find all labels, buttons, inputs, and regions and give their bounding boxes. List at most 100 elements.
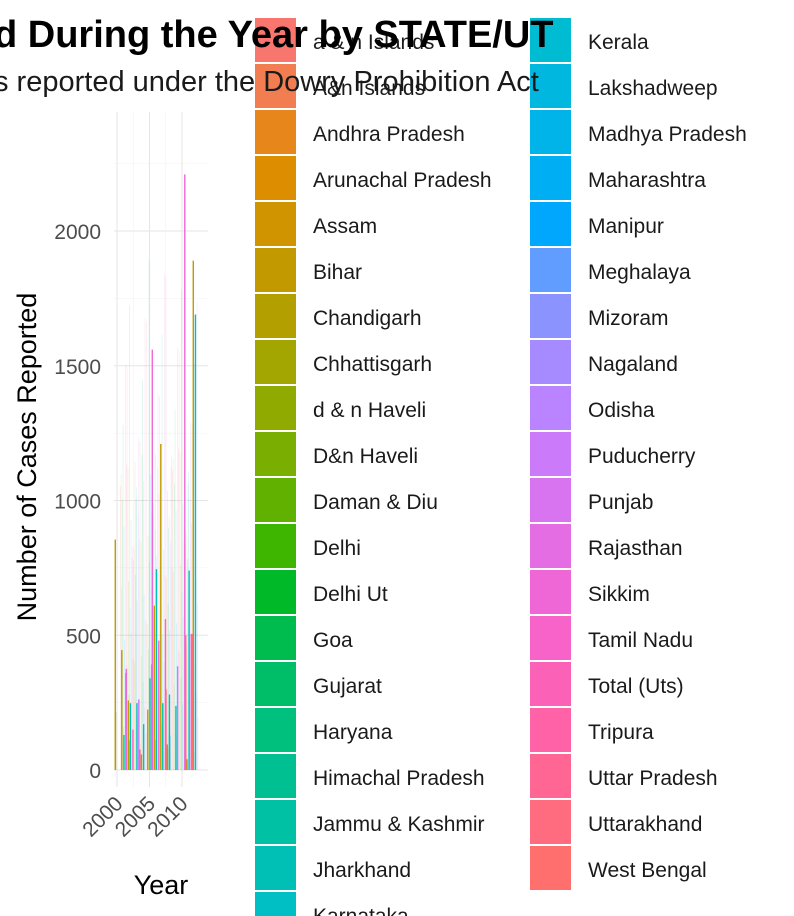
bar-faint [197, 603, 198, 770]
bar [147, 709, 149, 770]
legend-label: Andhra Pradesh [313, 123, 465, 146]
legend-label: Uttar Pradesh [588, 767, 718, 790]
legend-label: Manipur [588, 215, 664, 238]
bar-faint [165, 276, 167, 770]
bar-faint [134, 662, 135, 770]
legend-key [255, 248, 296, 292]
bar [136, 703, 138, 770]
bar-faint [174, 408, 176, 770]
legend-key [530, 662, 571, 706]
bar-faint [145, 620, 146, 770]
legend-label: Gujarat [313, 675, 382, 698]
bar-faint [161, 723, 162, 770]
bar [168, 694, 171, 770]
bar-faint [158, 494, 160, 770]
bar-faint [187, 558, 188, 770]
bar-faint [193, 752, 195, 770]
bar-faint [136, 487, 137, 770]
bar [165, 689, 167, 770]
bar-faint [129, 607, 131, 770]
legend-label: Daman & Diu [313, 491, 438, 514]
legend-key [255, 478, 296, 522]
bar-faint [131, 557, 133, 770]
legend-label: Jammu & Kashmir [313, 813, 485, 836]
legend-label: Chhattisgarh [313, 353, 432, 376]
legend-label: Kerala [588, 31, 649, 54]
legend-label: Uttarakhand [588, 813, 702, 836]
y-tick-label: 2000 [54, 221, 101, 244]
legend-key [255, 892, 296, 916]
bar-faint [159, 395, 160, 770]
bar-faint [122, 425, 124, 770]
bar [127, 740, 130, 770]
legend-label: Mizoram [588, 307, 669, 330]
legend-key [530, 800, 571, 844]
legend-key [530, 18, 571, 62]
bar-faint [167, 603, 169, 770]
bar [175, 705, 177, 770]
bar-faint [155, 454, 156, 770]
bar-faint [172, 458, 174, 770]
chart-subtitle: s reported under the Dowry Prohibition A… [0, 66, 539, 98]
bar-faint [128, 581, 129, 770]
legend-label: Lakshadweep [588, 77, 718, 100]
bar-faint [171, 455, 172, 770]
bar-faint [144, 318, 146, 770]
legend-label: Tripura [588, 721, 654, 744]
bar-faint [125, 363, 126, 770]
bar-faint [139, 539, 140, 770]
bar-faint [187, 483, 189, 770]
bar-faint [179, 451, 181, 770]
bar [132, 729, 134, 770]
bar-faint [173, 571, 174, 770]
legend-key [530, 156, 571, 200]
legend-key [530, 202, 571, 246]
bar-faint [137, 513, 139, 770]
bar [184, 174, 186, 770]
bar [185, 635, 187, 770]
bar-faint [147, 536, 149, 770]
legend-label: a & n Islands [313, 31, 434, 54]
legend-label: Madhya Pradesh [588, 123, 747, 146]
bar-faint [178, 448, 179, 770]
bar-faint [164, 273, 165, 770]
bar-faint [180, 565, 181, 770]
bar [149, 678, 151, 770]
bar-faint [123, 526, 125, 770]
bar [127, 700, 129, 770]
legend-key [255, 432, 296, 476]
bar-faint [148, 260, 150, 770]
bar-faint [166, 691, 168, 770]
legend-key [530, 248, 571, 292]
bar [176, 666, 179, 770]
bar [121, 650, 123, 770]
legend-label: Delhi [313, 537, 361, 560]
legend-key [255, 386, 296, 430]
legend-key [530, 294, 571, 338]
bar-faint [159, 697, 161, 770]
legend-key [255, 708, 296, 752]
legend-label: Total (Uts) [588, 675, 684, 698]
bar-faint [122, 500, 123, 770]
bar-faint [120, 486, 121, 770]
bar-faint [130, 519, 132, 770]
bar [168, 735, 171, 770]
bar-faint [149, 561, 150, 770]
bar-faint [146, 321, 147, 770]
bar-faint [157, 468, 158, 770]
legend-key [255, 754, 296, 798]
bar-faint [189, 497, 191, 770]
bar-faint [166, 578, 167, 770]
y-tick-label: 1000 [54, 491, 101, 514]
legend-key [255, 800, 296, 844]
legend-key [255, 616, 296, 660]
bar-faint [141, 455, 143, 770]
bar-faint [183, 616, 184, 770]
legend-key [530, 110, 571, 154]
legend-key [255, 570, 296, 614]
bar-faint [127, 468, 129, 770]
bar-faint [145, 733, 147, 770]
bar-faint [134, 461, 136, 770]
bar [138, 699, 140, 770]
